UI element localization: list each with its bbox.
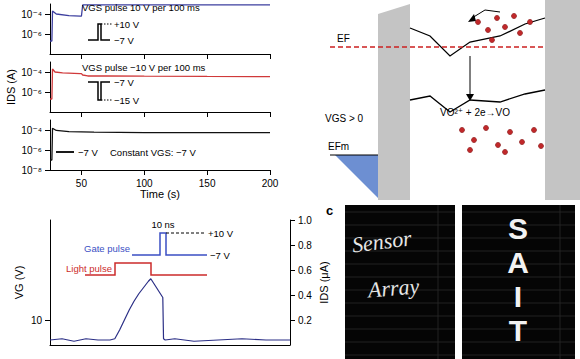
svg-text:10⁻⁶: 10⁻⁶	[21, 145, 42, 156]
svg-text:A: A	[507, 246, 529, 279]
svg-text:Sensor: Sensor	[351, 225, 414, 257]
svg-text:150: 150	[199, 178, 216, 189]
svg-text:IDS (A): IDS (A)	[5, 69, 17, 105]
svg-text:50: 50	[76, 178, 88, 189]
svg-text:Gate pulse: Gate pulse	[84, 243, 130, 254]
svg-text:0.4: 0.4	[298, 290, 312, 301]
svg-text:Array: Array	[365, 273, 420, 302]
svg-text:+10 V: +10 V	[208, 228, 234, 239]
svg-text:10⁻⁴: 10⁻⁴	[21, 9, 42, 20]
svg-text:VGS pulse −10 V per 100 ms: VGS pulse −10 V per 100 ms	[82, 62, 206, 73]
svg-text:10⁻⁶: 10⁻⁶	[21, 29, 42, 40]
svg-text:EF: EF	[337, 33, 350, 44]
svg-text:VG (V): VG (V)	[13, 266, 25, 300]
svg-text:10⁻⁴: 10⁻⁴	[21, 125, 42, 136]
svg-text:Constant VGS: −7 V: Constant VGS: −7 V	[110, 147, 196, 158]
svg-text:−7 V: −7 V	[114, 77, 134, 88]
svg-text:10⁻⁶: 10⁻⁶	[21, 87, 42, 98]
svg-text:Light pulse: Light pulse	[66, 263, 112, 274]
svg-text:I: I	[514, 280, 522, 313]
svg-text:VO²⁺ + 2e→VO: VO²⁺ + 2e→VO	[440, 107, 510, 118]
svg-text:0.2: 0.2	[298, 315, 312, 326]
svg-text:Time (s): Time (s)	[140, 188, 180, 200]
svg-text:VGS > 0: VGS > 0	[325, 113, 364, 124]
svg-text:1.0: 1.0	[298, 215, 312, 226]
svg-text:10⁻⁸: 10⁻⁸	[21, 165, 42, 176]
svg-text:200: 200	[262, 178, 279, 189]
svg-text:IDS (μA): IDS (μA)	[318, 261, 330, 303]
svg-text:−7 V: −7 V	[210, 250, 230, 261]
svg-text:+10 V: +10 V	[114, 19, 140, 30]
svg-text:100: 100	[136, 178, 153, 189]
svg-text:VGS pulse 10 V per 100 ms: VGS pulse 10 V per 100 ms	[82, 2, 200, 13]
svg-text:−7 V: −7 V	[78, 147, 98, 158]
svg-text:0.6: 0.6	[298, 265, 312, 276]
svg-text:0.8: 0.8	[298, 240, 312, 251]
svg-text:T: T	[509, 314, 527, 347]
svg-text:10 ns: 10 ns	[151, 219, 174, 230]
svg-text:c: c	[326, 203, 333, 218]
svg-text:EFm: EFm	[328, 141, 349, 152]
svg-text:10: 10	[31, 315, 43, 326]
svg-text:−15 V: −15 V	[114, 95, 140, 106]
svg-text:10⁻⁴: 10⁻⁴	[21, 67, 42, 78]
svg-text:−7 V: −7 V	[114, 35, 134, 46]
svg-text:S: S	[508, 212, 528, 245]
